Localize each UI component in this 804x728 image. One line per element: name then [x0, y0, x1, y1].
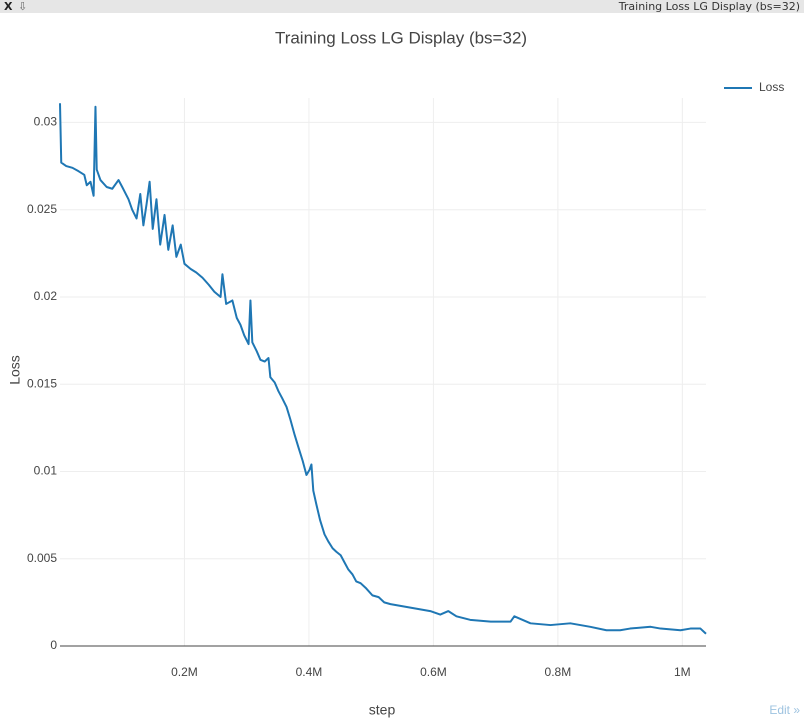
x-tick-label: 0.8M — [545, 665, 572, 679]
download-button[interactable]: ⇩ — [18, 0, 27, 13]
y-tick-label: 0 — [50, 638, 57, 652]
chart-title: Training Loss LG Display (bs=32) — [275, 28, 527, 47]
y-tick-label: 0.01 — [34, 464, 58, 478]
y-axis-label: Loss — [7, 355, 23, 385]
y-tick-label: 0.03 — [34, 115, 58, 129]
loss-line — [59, 103, 707, 635]
edit-link[interactable]: Edit » — [769, 703, 800, 717]
legend-label: Loss — [759, 80, 784, 94]
x-tick-label: 0.6M — [420, 665, 447, 679]
x-axis-label: step — [369, 702, 396, 718]
x-tick-label: 1M — [674, 665, 691, 679]
y-tick-label: 0.005 — [27, 551, 57, 565]
window-bar — [0, 0, 804, 13]
close-button[interactable]: X — [4, 0, 13, 13]
window-title: Training Loss LG Display (bs=32) — [618, 0, 800, 13]
y-tick-label: 0.015 — [27, 376, 57, 390]
y-tick-label: 0.025 — [27, 202, 57, 216]
x-tick-label: 0.4M — [296, 665, 323, 679]
y-tick-label: 0.02 — [34, 289, 58, 303]
x-tick-label: 0.2M — [171, 665, 198, 679]
